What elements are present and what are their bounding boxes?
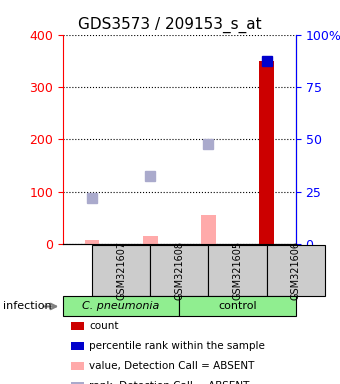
Text: value, Detection Call = ABSENT: value, Detection Call = ABSENT bbox=[89, 361, 254, 371]
Bar bbox=[143, 236, 157, 244]
Text: count: count bbox=[89, 321, 119, 331]
Bar bbox=[259, 61, 274, 244]
Text: GSM321607: GSM321607 bbox=[116, 241, 126, 300]
Text: infection: infection bbox=[3, 301, 52, 311]
Text: rank, Detection Call = ABSENT: rank, Detection Call = ABSENT bbox=[89, 381, 250, 384]
Bar bbox=[201, 215, 216, 244]
Text: GDS3573 / 209153_s_at: GDS3573 / 209153_s_at bbox=[78, 17, 262, 33]
Text: GSM321608: GSM321608 bbox=[174, 241, 184, 300]
Text: GSM321606: GSM321606 bbox=[291, 241, 301, 300]
Text: C. pneumonia: C. pneumonia bbox=[82, 301, 160, 311]
Bar bbox=[85, 240, 99, 244]
Text: percentile rank within the sample: percentile rank within the sample bbox=[89, 341, 265, 351]
Text: GSM321605: GSM321605 bbox=[233, 241, 242, 300]
Text: control: control bbox=[218, 301, 257, 311]
